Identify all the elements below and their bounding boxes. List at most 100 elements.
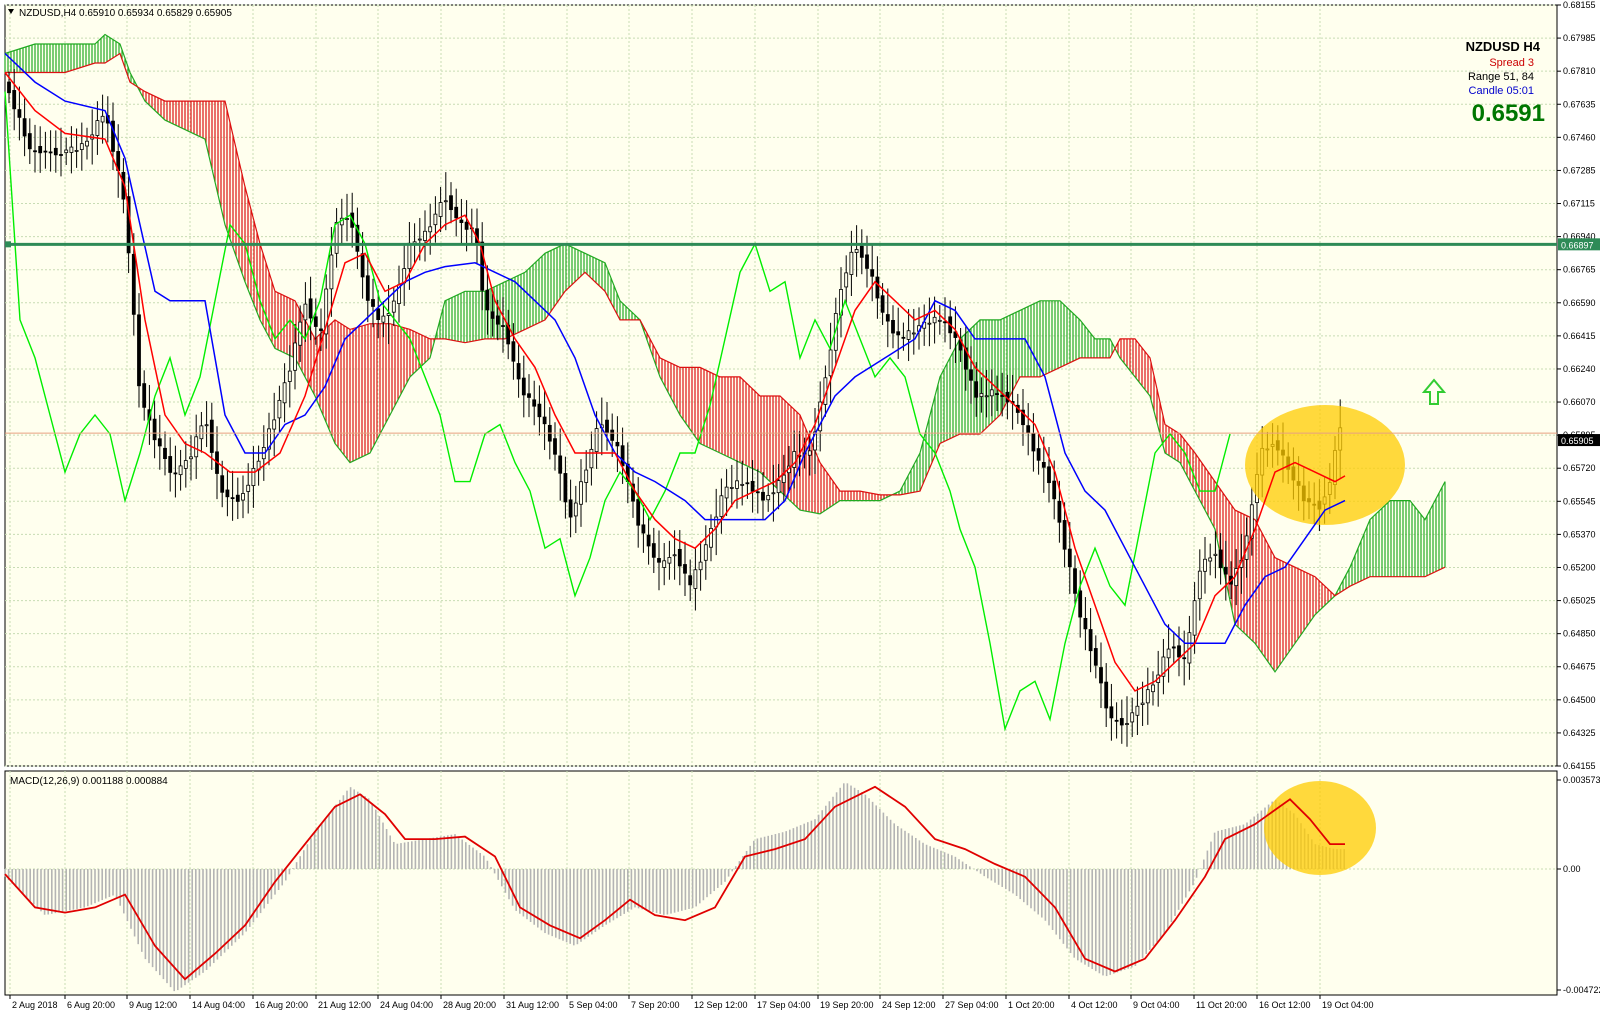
price-tick-label: 0.67285 bbox=[1563, 165, 1596, 175]
price-tick-label: 0.67985 bbox=[1563, 33, 1596, 43]
candle-body bbox=[563, 473, 568, 503]
candle-body bbox=[974, 381, 979, 398]
candle-body bbox=[1114, 719, 1119, 722]
tenkan-sen-line bbox=[4, 72, 1346, 692]
candle-body bbox=[1151, 684, 1155, 693]
candle-body bbox=[953, 331, 958, 338]
candle-body bbox=[750, 480, 755, 492]
candle-body bbox=[1203, 558, 1207, 572]
candle-body bbox=[1052, 480, 1057, 500]
kijun-sen-line bbox=[4, 52, 1346, 645]
current-price-label: 0.65905 bbox=[1561, 436, 1594, 446]
candle-body bbox=[651, 543, 656, 558]
candle-body bbox=[1057, 500, 1062, 523]
candle-body bbox=[85, 140, 89, 147]
price-tick-label: 0.64675 bbox=[1563, 662, 1596, 672]
info-price: 0.6591 bbox=[1472, 100, 1545, 127]
candle-body bbox=[636, 499, 641, 526]
candle-body bbox=[735, 480, 739, 489]
candle-body bbox=[1073, 568, 1077, 594]
candle-body bbox=[433, 213, 438, 226]
candle-body bbox=[1026, 425, 1031, 434]
candle-body bbox=[142, 383, 147, 408]
ichimoku-lines bbox=[4, 52, 1557, 732]
candle-body bbox=[459, 219, 464, 223]
candle-body bbox=[1218, 549, 1223, 569]
candle-body bbox=[1067, 548, 1072, 568]
main-plot-area[interactable] bbox=[4, 4, 1558, 767]
candle-body bbox=[1088, 629, 1093, 652]
time-axis: 2 Aug 2018 6 Aug 20:00 9 Aug 12:00 14 Aug 0… bbox=[9, 995, 1374, 1010]
candle-body bbox=[854, 249, 859, 253]
candle-body bbox=[59, 154, 63, 156]
symbol-info-label: NZDUSD,H4 0.65910 0.65934 0.65829 0.6590… bbox=[19, 8, 232, 19]
candle-body bbox=[95, 120, 100, 136]
candle-body bbox=[173, 472, 178, 475]
candle-body bbox=[1083, 617, 1088, 630]
price-highlight-ellipse bbox=[1245, 405, 1405, 525]
candle-body bbox=[761, 491, 765, 501]
candle-body bbox=[428, 226, 433, 233]
candle-body bbox=[896, 331, 901, 336]
price-tick-label: 0.66940 bbox=[1563, 232, 1596, 242]
candle-body bbox=[246, 484, 251, 492]
candle-body bbox=[495, 315, 500, 325]
price-tick-label: 0.65545 bbox=[1563, 496, 1596, 506]
candle-body bbox=[355, 224, 360, 252]
candle-body bbox=[865, 254, 869, 269]
candle-body bbox=[516, 363, 521, 380]
price-tick-label: 0.67460 bbox=[1563, 132, 1596, 142]
candle-body bbox=[360, 253, 365, 278]
candle-body bbox=[449, 195, 453, 211]
level-handle[interactable] bbox=[5, 241, 11, 248]
time-tick-label: 9 Aug 12:00 bbox=[129, 1000, 177, 1010]
info-symbol-title: NZDUSD H4 bbox=[1466, 39, 1541, 54]
candle-body bbox=[1161, 656, 1166, 677]
candle-body bbox=[646, 534, 651, 547]
candle-body bbox=[885, 314, 890, 322]
candle-body bbox=[199, 425, 204, 440]
price-tick-label: 0.64500 bbox=[1563, 695, 1596, 705]
candle-body bbox=[137, 314, 141, 387]
candle-body bbox=[521, 377, 526, 396]
candle-body bbox=[875, 276, 880, 299]
candle-body bbox=[979, 393, 984, 397]
highlight-ellipses bbox=[1245, 405, 1405, 875]
time-tick-label: 31 Aug 12:00 bbox=[506, 1000, 559, 1010]
candle-body bbox=[64, 149, 69, 154]
candle-body bbox=[709, 527, 713, 548]
ichimoku-cloud bbox=[4, 33, 1446, 673]
candle-body bbox=[43, 150, 48, 153]
dropdown-triangle-icon[interactable] bbox=[8, 9, 14, 14]
candle-body bbox=[501, 325, 505, 327]
candle-body bbox=[745, 482, 750, 485]
candle-body bbox=[423, 230, 427, 241]
candle-body bbox=[33, 150, 37, 153]
candle-body bbox=[22, 118, 27, 137]
time-tick-label: 14 Aug 04:00 bbox=[192, 1000, 245, 1010]
candle-body bbox=[168, 456, 173, 473]
candle-body bbox=[963, 347, 968, 370]
time-tick-label: 4 Oct 12:00 bbox=[1071, 1000, 1118, 1010]
time-tick-label: 19 Oct 04:00 bbox=[1322, 1000, 1374, 1010]
candle-body bbox=[703, 544, 708, 561]
time-tick-label: 28 Aug 20:00 bbox=[443, 1000, 496, 1010]
candle-body bbox=[272, 419, 277, 430]
candle-body bbox=[859, 245, 864, 258]
level-price-label: 0.66897 bbox=[1561, 240, 1594, 250]
candle-body bbox=[152, 418, 157, 441]
candle-body bbox=[438, 202, 443, 217]
time-tick-label: 17 Sep 04:00 bbox=[757, 1000, 811, 1010]
candle-body bbox=[683, 564, 687, 574]
info-candle: Candle 05:01 bbox=[1469, 85, 1534, 97]
candle-body bbox=[100, 115, 105, 123]
time-tick-label: 24 Aug 04:00 bbox=[380, 1000, 433, 1010]
candle-body bbox=[1166, 648, 1171, 659]
candle-body bbox=[579, 481, 583, 505]
candle-body bbox=[277, 399, 282, 419]
candle-body bbox=[38, 146, 43, 154]
time-tick-label: 9 Oct 04:00 bbox=[1133, 1000, 1180, 1010]
candle-body bbox=[901, 336, 906, 339]
candle-body bbox=[1099, 667, 1103, 684]
